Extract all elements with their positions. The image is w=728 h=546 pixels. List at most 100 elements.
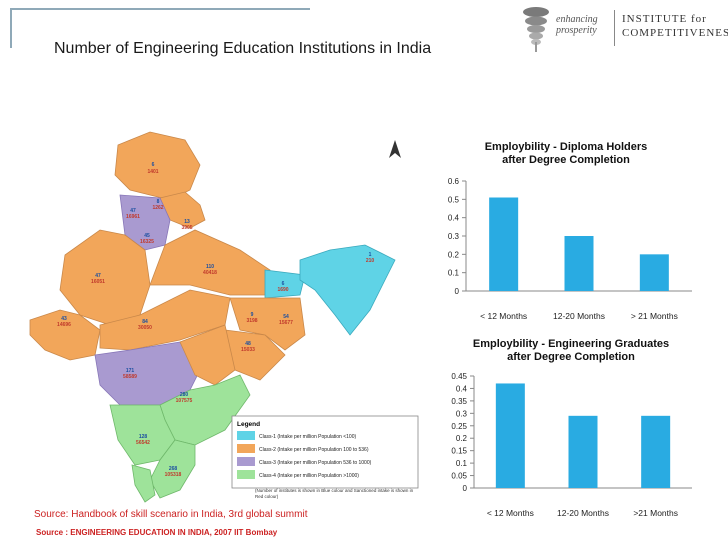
x-tick-label: < 12 Months — [487, 508, 534, 518]
map-label-intake: 30050 — [138, 325, 152, 331]
map-region-east — [229, 297, 306, 351]
map-legend: Legend Class-1 (Intake per million Popul… — [231, 415, 419, 489]
chart-diploma-employability: Employbility - Diploma Holders after Degr… — [436, 135, 698, 335]
legend-swatch-class-4 — [237, 470, 255, 479]
map-label-count: 43 — [61, 316, 67, 322]
map-label-intake: 16961 — [126, 214, 140, 220]
y-tick-label: 0.1 — [448, 269, 460, 278]
map-region-northeast — [299, 244, 396, 336]
map-label-count: 47 — [95, 273, 101, 279]
map-region-up — [149, 229, 271, 296]
chart-title: Employbility - Diploma Holders — [485, 141, 648, 153]
y-tick-label: 0.35 — [451, 397, 467, 406]
x-tick-label: 12-20 Months — [553, 311, 605, 321]
map-label-count: 13 — [184, 219, 190, 225]
map-label-count: 128 — [139, 434, 148, 440]
bar — [489, 197, 519, 291]
map-label-count: 171 — [126, 368, 135, 374]
bar — [495, 383, 525, 488]
y-tick-label: 0.2 — [448, 250, 460, 259]
map-label-count: 8 — [157, 199, 160, 205]
bar — [564, 236, 594, 291]
y-tick-label: 0.4 — [448, 214, 460, 223]
map-label-count: 54 — [283, 314, 289, 320]
map-region-north — [114, 131, 201, 201]
logo-divider — [614, 10, 615, 46]
india-map: 6 1401 8 1262 47 16961 13 3905 45 16325 … — [29, 131, 419, 503]
y-tick-label: 0.05 — [451, 472, 467, 481]
y-tick-label: 0.15 — [451, 447, 467, 456]
bar — [568, 415, 598, 488]
x-tick-label: > 21 Months — [631, 311, 678, 321]
chart-title: after Degree Completion — [507, 351, 635, 363]
map-label-intake: 210 — [366, 258, 375, 264]
map-label-intake: 58589 — [123, 374, 137, 380]
y-tick-label: 0.3 — [448, 232, 460, 241]
map-label-intake: 14696 — [57, 322, 71, 328]
institute-logo: enhancing prosperity INSTITUTE for COMPE… — [514, 0, 728, 62]
map-label-count: 1 — [369, 252, 372, 258]
chart-graduate-employability: Employbility - Engineering Graduates afte… — [436, 332, 698, 533]
y-tick-label: 0.4 — [456, 384, 468, 393]
chart-title: after Degree Completion — [502, 154, 630, 166]
legend-swatch-class-2 — [237, 444, 255, 453]
source-note-secondary: Source : ENGINEERING EDUCATION IN INDIA,… — [36, 528, 278, 537]
map-label-count: 45 — [144, 233, 150, 239]
y-tick-label: 0.25 — [451, 422, 467, 431]
bar — [639, 254, 669, 291]
y-tick-label: 0.3 — [456, 409, 468, 418]
map-label-intake: 16051 — [91, 279, 105, 285]
map-label-count: 280 — [180, 392, 189, 398]
map-label-count: 84 — [142, 319, 148, 325]
source-note: Source: Handbook of skill scenario in In… — [34, 509, 308, 520]
north-arrow-icon — [389, 140, 401, 158]
map-label-intake: 40418 — [203, 270, 217, 276]
map-label-intake: 1262 — [152, 205, 163, 211]
title-accent-line — [10, 8, 310, 10]
x-tick-label: 12-20 Months — [557, 508, 609, 518]
map-label-intake: 15033 — [241, 347, 255, 353]
y-tick-label: 0.6 — [448, 177, 460, 186]
logo-name: INSTITUTE for COMPETITIVENESS — [622, 13, 728, 39]
map-label-intake: 56542 — [136, 440, 150, 446]
map-label-intake: 16325 — [140, 239, 154, 245]
x-tick-label: >21 Months — [633, 508, 678, 518]
legend-item: Class-1 (Intake per million Population <… — [259, 434, 356, 440]
map-region-kerala — [131, 464, 156, 503]
legend-swatch-class-1 — [237, 431, 255, 440]
spiral-logo-icon — [523, 7, 549, 52]
map-label-count: 6 — [152, 162, 155, 168]
map-label-count: 110 — [206, 264, 214, 270]
chart-title: Employbility - Engineering Graduates — [473, 338, 669, 350]
x-tick-label: < 12 Months — [480, 311, 527, 321]
slide-title: Number of Engineering Education Institut… — [54, 40, 432, 57]
map-region-rajasthan — [59, 229, 151, 326]
y-tick-label: 0.2 — [456, 434, 468, 443]
legend-swatch-class-3 — [237, 457, 255, 466]
y-tick-label: 0.5 — [448, 195, 460, 204]
map-label-count: 48 — [245, 341, 251, 347]
map-label-intake: 107575 — [176, 398, 193, 404]
y-tick-label: 0 — [463, 484, 468, 493]
map-label-count: 6 — [282, 281, 285, 287]
map-label-intake: 3198 — [246, 318, 257, 324]
logo-tagline: enhancing prosperity — [556, 14, 598, 36]
map-label-count: 268 — [169, 466, 178, 472]
map-label-count: 47 — [130, 208, 136, 214]
map-label-intake: 105318 — [165, 472, 182, 478]
legend-note: (Number of institutes is shown in Blue c… — [255, 488, 414, 499]
legend-item: Class-4 (Intake per million Population >… — [259, 473, 359, 479]
map-region-bihar — [264, 269, 306, 299]
y-tick-label: 0.1 — [456, 459, 468, 468]
y-tick-label: 0.45 — [451, 372, 467, 381]
legend-title: Legend — [237, 421, 260, 428]
map-label-intake: 3905 — [181, 225, 192, 231]
bar — [641, 415, 671, 488]
title-accent-bar — [10, 8, 12, 48]
legend-item: Class-3 (Intake per million Population 5… — [259, 460, 372, 466]
map-label-intake: 1401 — [147, 169, 158, 175]
map-region-chhattisgarh — [179, 324, 236, 386]
map-label-count: 9 — [251, 312, 254, 318]
map-label-intake: 15677 — [279, 320, 293, 326]
y-tick-label: 0 — [455, 287, 460, 296]
